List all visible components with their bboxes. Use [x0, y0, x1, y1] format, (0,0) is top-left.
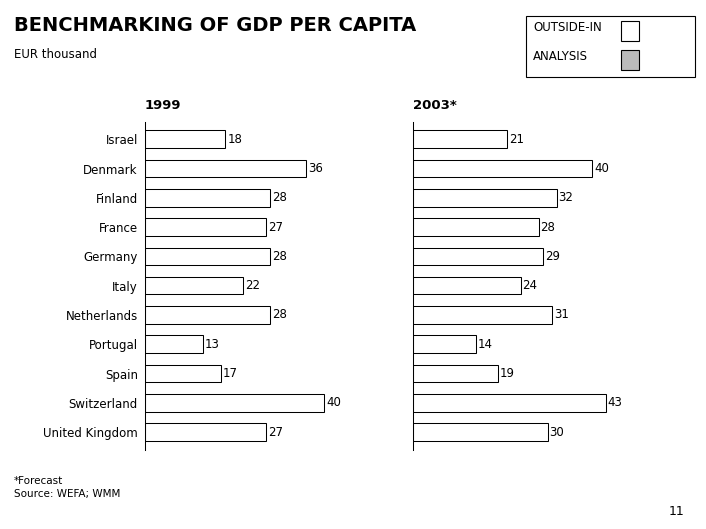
Bar	[413, 335, 476, 353]
Bar	[413, 131, 507, 148]
Text: 43: 43	[608, 396, 623, 409]
Bar	[145, 364, 221, 382]
Bar	[413, 277, 520, 295]
Bar	[145, 218, 266, 236]
Text: 31: 31	[554, 308, 569, 322]
Bar	[145, 277, 244, 295]
Bar	[413, 160, 592, 177]
Text: 13: 13	[205, 338, 220, 351]
Bar	[413, 189, 556, 207]
Bar	[145, 160, 306, 177]
Text: 21: 21	[509, 133, 524, 146]
Bar	[145, 394, 324, 412]
Text: 17: 17	[223, 367, 238, 380]
Text: OUTSIDE-IN: OUTSIDE-IN	[533, 21, 602, 34]
Text: 29: 29	[545, 250, 560, 263]
Bar	[145, 189, 270, 207]
Text: BENCHMARKING OF GDP PER CAPITA: BENCHMARKING OF GDP PER CAPITA	[14, 16, 417, 35]
Text: 11: 11	[669, 505, 685, 518]
Bar	[413, 248, 543, 265]
Text: 28: 28	[540, 221, 556, 234]
Bar	[413, 306, 552, 324]
Bar	[413, 423, 548, 441]
Text: 22: 22	[245, 279, 261, 292]
Text: 19: 19	[500, 367, 515, 380]
Bar	[413, 218, 539, 236]
Text: 14: 14	[477, 338, 493, 351]
Text: 32: 32	[558, 191, 573, 204]
Text: 27: 27	[268, 425, 282, 439]
Text: 24: 24	[522, 279, 537, 292]
Text: 27: 27	[268, 221, 282, 234]
Bar	[145, 131, 225, 148]
Text: 18: 18	[227, 133, 242, 146]
Bar	[413, 394, 606, 412]
Text: 2003*: 2003*	[413, 99, 457, 112]
Text: 1999: 1999	[145, 99, 181, 112]
Bar	[145, 248, 270, 265]
Text: 28: 28	[272, 250, 287, 263]
Text: 28: 28	[272, 191, 287, 204]
Text: 40: 40	[594, 162, 609, 175]
Text: 36: 36	[308, 162, 323, 175]
Bar	[145, 335, 203, 353]
Text: EUR thousand: EUR thousand	[14, 48, 97, 61]
Text: *Forecast
Source: WEFA; WMM: *Forecast Source: WEFA; WMM	[14, 476, 121, 499]
Bar	[145, 306, 270, 324]
Text: 28: 28	[272, 308, 287, 322]
Bar	[145, 423, 266, 441]
Bar	[413, 364, 498, 382]
Text: 30: 30	[549, 425, 564, 439]
Text: 40: 40	[326, 396, 341, 409]
Text: ANALYSIS: ANALYSIS	[533, 50, 588, 63]
